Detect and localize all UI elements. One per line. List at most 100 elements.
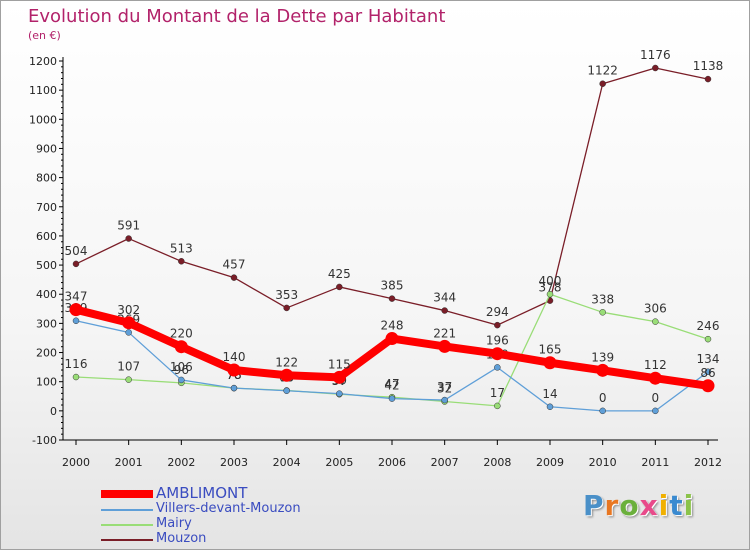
x-tick-label: 2008 (483, 456, 511, 469)
chart-subtitle: (en €) (28, 29, 61, 42)
logo-letter: i (658, 489, 670, 522)
data-point (490, 347, 504, 361)
legend-swatch (101, 490, 153, 498)
legend-label: Villers-devant-Mouzon (156, 501, 301, 516)
data-point (125, 329, 132, 336)
data-label: 302 (117, 303, 140, 317)
data-point (125, 235, 132, 242)
data-label: 294 (486, 305, 509, 319)
data-point (652, 318, 659, 325)
data-point (546, 290, 554, 298)
x-tick-label: 2004 (273, 456, 301, 469)
data-label: 457 (223, 258, 246, 272)
x-tick-label: 2009 (536, 456, 564, 469)
x-tick-label: 2007 (431, 456, 459, 469)
y-tick-label: 800 (36, 172, 57, 185)
data-label: 353 (275, 288, 298, 302)
data-point (599, 407, 606, 415)
y-tick-label: 1000 (29, 113, 57, 126)
data-label: 47 (384, 377, 399, 391)
data-label: 122 (275, 355, 298, 369)
data-label: 1138 (693, 59, 724, 73)
chart-title: Evolution du Montant de la Dette par Hab… (28, 6, 446, 27)
data-label: 196 (486, 334, 509, 348)
x-tick-label: 2012 (694, 456, 722, 469)
series-mairy: 11610796787057473217400338306246 (65, 274, 720, 410)
data-point (546, 403, 554, 411)
data-point (494, 364, 501, 371)
data-label: 425 (328, 267, 351, 281)
data-point (332, 370, 346, 384)
data-point (69, 303, 83, 317)
data-point (283, 387, 290, 394)
data-label: 112 (644, 358, 667, 372)
proxiti-logo: Proxiti (583, 489, 694, 522)
data-point (652, 407, 659, 415)
data-point (704, 75, 712, 83)
data-label: 246 (697, 319, 720, 333)
data-label: 248 (381, 319, 404, 333)
data-point (543, 356, 557, 370)
data-point (388, 295, 396, 302)
logo-letter: i (683, 489, 695, 522)
data-point (122, 316, 136, 330)
data-point (227, 363, 241, 377)
legend-label: AMBLIMONT (156, 484, 248, 502)
x-tick-label: 2010 (589, 456, 617, 469)
data-label: 306 (644, 302, 667, 316)
y-tick-label: 900 (36, 142, 57, 155)
data-point (72, 317, 80, 325)
data-point (704, 368, 712, 376)
data-label: 591 (117, 219, 140, 233)
data-point (336, 390, 343, 397)
data-label: 338 (591, 292, 614, 306)
data-label: 400 (539, 274, 562, 288)
y-tick-label: 500 (36, 259, 57, 272)
data-point (178, 258, 185, 265)
data-point (701, 379, 715, 393)
legend-label: Mouzon (156, 531, 207, 546)
x-tick-label: 2001 (115, 456, 143, 469)
logo-letter: P (583, 489, 605, 522)
data-label: 14 (542, 387, 557, 401)
data-label: 115 (328, 357, 351, 371)
data-point (230, 274, 238, 281)
data-label: 0 (652, 391, 660, 405)
data-label: 165 (539, 343, 562, 357)
data-label: 139 (591, 350, 614, 364)
data-label: 116 (65, 357, 88, 371)
legend-swatch (101, 539, 153, 541)
data-label: 17 (490, 386, 505, 400)
legend-swatch (101, 509, 153, 511)
data-label: 96 (174, 363, 189, 377)
x-tick-label: 2006 (378, 456, 406, 469)
data-label: 42 (384, 379, 399, 393)
y-tick-label: 1200 (29, 55, 57, 68)
data-point (599, 80, 606, 87)
data-point (283, 304, 290, 312)
y-tick-label: 0 (50, 405, 57, 418)
data-point (438, 339, 452, 353)
y-tick-label: 400 (36, 288, 57, 301)
data-point (230, 384, 238, 392)
data-point (494, 321, 501, 329)
data-label: 504 (65, 244, 88, 258)
data-point (704, 335, 712, 343)
y-tick-label: 600 (36, 230, 57, 243)
data-label: 378 (539, 281, 562, 295)
logo-letter: o (619, 489, 640, 522)
data-label: 0 (599, 391, 607, 405)
x-tick-label: 2003 (220, 456, 248, 469)
data-point (72, 373, 80, 381)
data-point (494, 402, 501, 410)
data-label: 220 (170, 327, 193, 341)
data-point (125, 376, 132, 383)
data-label: 107 (117, 360, 140, 374)
data-point (652, 64, 659, 72)
data-point (174, 340, 188, 354)
data-label: 134 (697, 352, 720, 366)
y-tick-label: 700 (36, 201, 57, 214)
logo-letter: r (604, 489, 620, 522)
data-label: 221 (433, 326, 456, 340)
